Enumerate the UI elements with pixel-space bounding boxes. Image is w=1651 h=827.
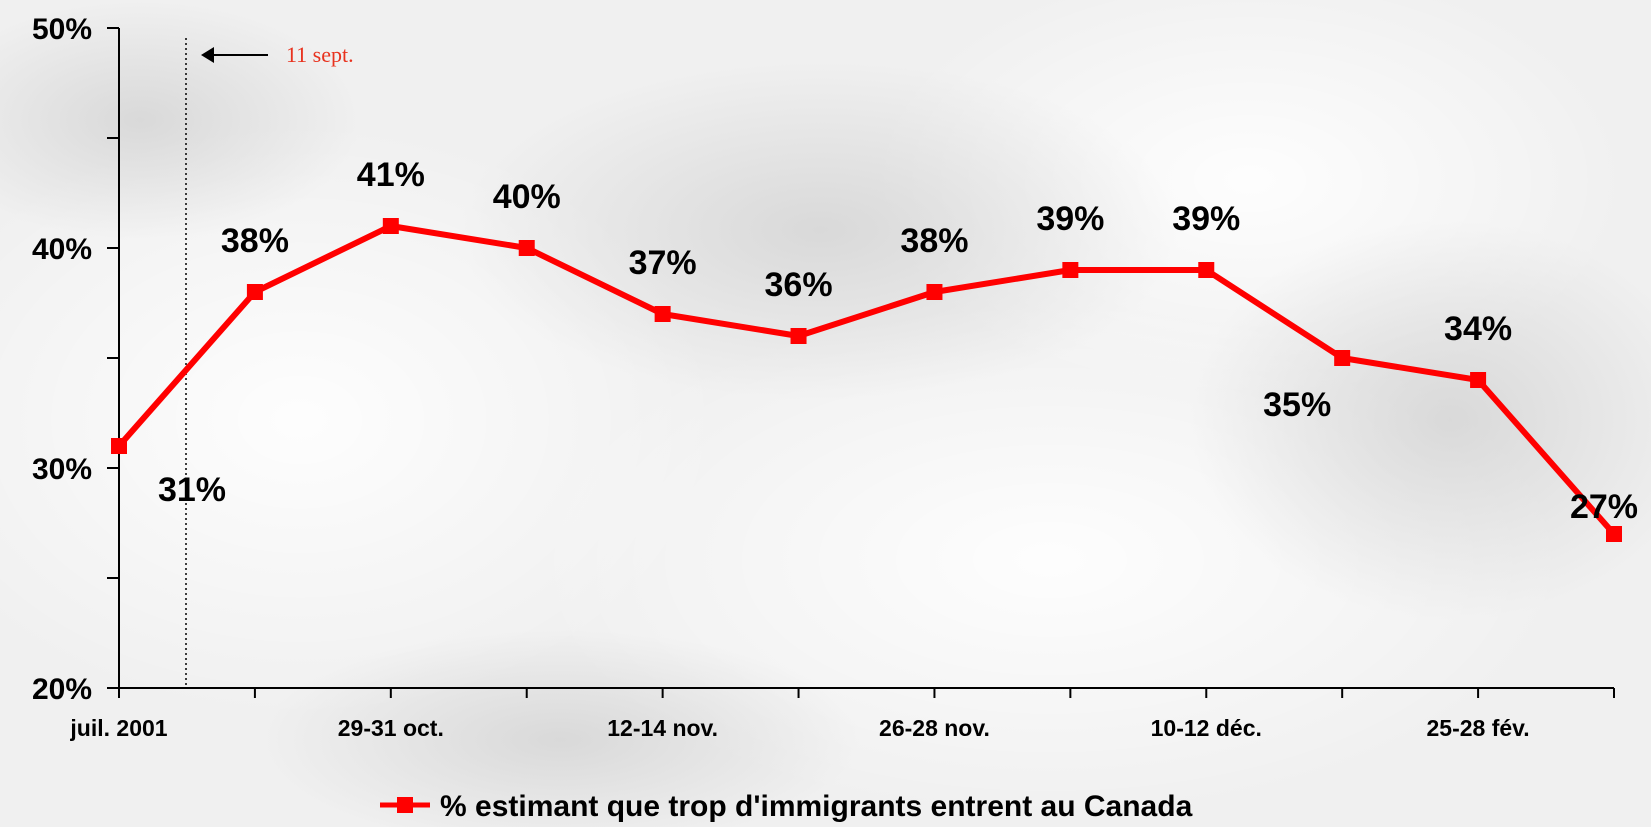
data-label: 39% (1172, 200, 1240, 238)
data-label: 39% (1036, 200, 1104, 238)
x-tick-label: 12-14 nov. (607, 715, 718, 741)
annotation-text: 11 sept. (286, 42, 354, 67)
data-label: 27% (1570, 488, 1638, 526)
y-tick-label: 20% (32, 673, 92, 706)
y-axis-ticks: 20% 30% 40% 50% (32, 13, 119, 706)
y-tick-label: 50% (32, 13, 92, 46)
data-point-marker (1334, 350, 1351, 366)
x-tick-label: 29-31 oct. (338, 715, 444, 741)
data-point-marker (518, 240, 535, 256)
data-label: 34% (1444, 310, 1512, 348)
annotation-group: 11 sept. (185, 38, 354, 688)
data-point-marker (654, 306, 671, 322)
data-label: 31% (158, 471, 226, 509)
data-point-marker (1198, 262, 1215, 278)
data-point-marker (1062, 262, 1079, 278)
y-tick-label: 30% (32, 453, 92, 486)
x-tick-label: 10-12 déc. (1151, 715, 1262, 741)
data-label: 35% (1263, 386, 1331, 424)
data-label: 37% (629, 244, 697, 282)
data-label: 38% (221, 222, 289, 260)
data-label: 41% (357, 156, 425, 194)
legend-label: % estimant que trop d'immigrants entrent… (440, 790, 1193, 823)
x-tick-label: juil. 2001 (69, 715, 167, 741)
data-point-marker (246, 284, 263, 300)
data-point-marker (926, 284, 943, 300)
data-point-marker (790, 328, 807, 344)
annotation-arrow-head (201, 47, 214, 63)
data-point-marker (382, 218, 399, 234)
data-label: 36% (765, 266, 833, 304)
series-line (116, 223, 1617, 536)
data-point-marker (1470, 372, 1487, 388)
data-label: 38% (900, 222, 968, 260)
axes (118, 28, 1614, 689)
x-tick-label: 26-28 nov. (879, 715, 990, 741)
series-group: 31% 38% 41% 40% 37% 36% 38% 39% 39% 35% 34% 27% (111, 156, 1638, 542)
data-label: 40% (493, 178, 561, 216)
y-tick-label: 40% (32, 233, 92, 266)
legend-marker-swatch (397, 797, 413, 813)
legend: % estimant que trop d'immigrants entrent… (380, 790, 1193, 823)
x-tick-label: 25-28 fév. (1427, 715, 1530, 741)
data-point-marker (1606, 526, 1622, 542)
x-axis-ticks: juil. 2001 29-31 oct. 12-14 nov. 26-28 nov.… (69, 688, 1615, 741)
data-point-marker (111, 438, 127, 454)
